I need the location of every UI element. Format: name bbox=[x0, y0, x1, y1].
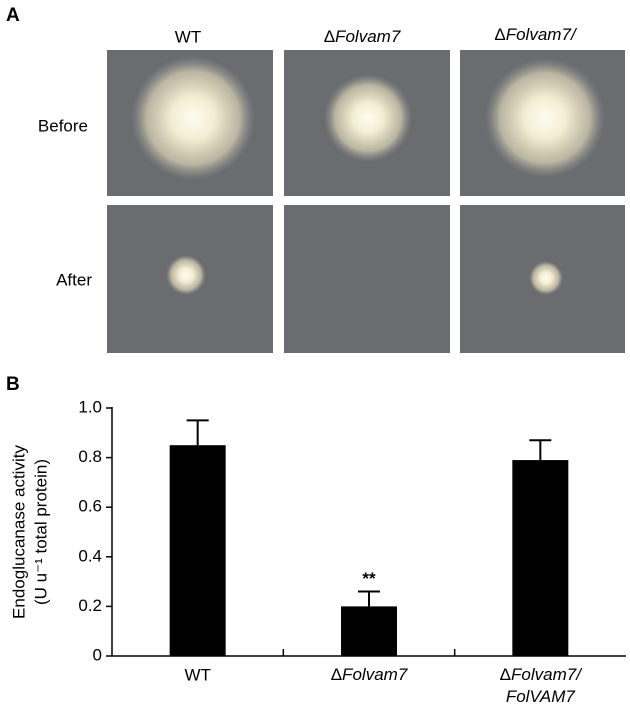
panel-label: B bbox=[6, 374, 20, 395]
x-tick-label: WT bbox=[184, 665, 210, 684]
x-tick-label: ΔFolvam7/FolVAM7 bbox=[500, 665, 584, 706]
bar bbox=[169, 445, 226, 656]
y-axis-label: (U u⁻¹ total protein) bbox=[31, 459, 50, 605]
column-label: WT bbox=[175, 27, 201, 46]
column-label: ΔFolvam7 bbox=[324, 27, 401, 46]
y-tick-label: 0.6 bbox=[78, 497, 102, 516]
y-tick-label: 0.2 bbox=[78, 596, 102, 615]
plate-images bbox=[107, 50, 625, 353]
y-tick-label: 0.4 bbox=[78, 546, 102, 565]
x-tick-label: ΔFolvam7 bbox=[331, 665, 408, 684]
row-label: Before bbox=[38, 116, 88, 135]
y-tick-label: 1.0 bbox=[78, 397, 102, 416]
bar bbox=[341, 606, 397, 656]
y-tick-label: 0 bbox=[93, 645, 102, 664]
significance-label: ** bbox=[362, 569, 376, 588]
panel-label: A bbox=[6, 5, 20, 26]
row-label: After bbox=[56, 270, 92, 289]
y-tick-label: 0.8 bbox=[78, 447, 102, 466]
bar bbox=[512, 460, 569, 656]
y-axis-label: Endoglucanase activity bbox=[9, 445, 28, 619]
